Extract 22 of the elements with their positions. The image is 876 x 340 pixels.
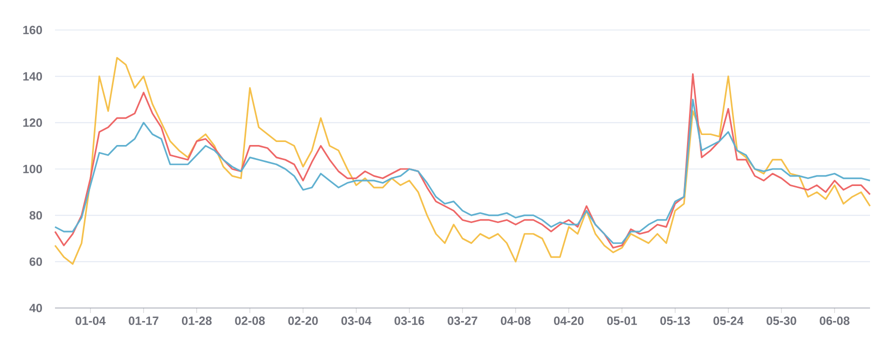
x-tick-label: 05-24 xyxy=(713,316,744,325)
x-tick-label: 03-27 xyxy=(448,316,478,326)
x-tick-label: 06-08 xyxy=(820,316,850,325)
x-tick-label: 01-17 xyxy=(128,316,158,325)
x-tick-label: 05-01 xyxy=(607,316,637,325)
x-tick-label: 01-28 xyxy=(182,316,212,325)
y-tick-label: 120 xyxy=(23,118,42,127)
y-tick-label: 60 xyxy=(30,257,42,266)
x-tick-label: 03-04 xyxy=(341,316,372,326)
x-tick-label: 01-04 xyxy=(76,316,106,325)
x-tick-label: 03-16 xyxy=(394,316,424,326)
y-tick-label: 80 xyxy=(30,211,42,220)
y-tick-label: 100 xyxy=(23,164,42,174)
y-tick-label: 40 xyxy=(29,304,42,312)
x-tick-label: 02-20 xyxy=(288,316,318,325)
y-tick-label: 140 xyxy=(23,72,42,81)
y-tick-label: 160 xyxy=(23,26,42,34)
x-tick-label: 02-08 xyxy=(235,316,265,325)
x-tick-label: 04-08 xyxy=(500,316,531,325)
x-tick-label: 05-30 xyxy=(766,316,796,326)
x-tick-label: 05-13 xyxy=(660,316,690,326)
x-tick-label: 04-20 xyxy=(554,316,584,325)
